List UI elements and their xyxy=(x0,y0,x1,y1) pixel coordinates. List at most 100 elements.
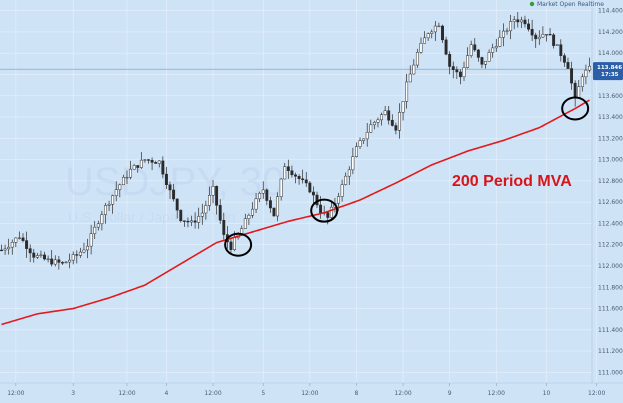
candle-body xyxy=(462,67,466,78)
time-tick-label: 12:00 xyxy=(488,390,505,397)
candle-body xyxy=(286,166,290,171)
candle xyxy=(139,152,143,169)
candle xyxy=(394,122,398,135)
candle xyxy=(437,22,441,28)
price-tick-label: 111.400 xyxy=(598,327,623,334)
candle-body xyxy=(64,261,68,264)
candle-body xyxy=(168,184,172,191)
candle xyxy=(369,119,373,133)
candle xyxy=(43,251,46,261)
candle xyxy=(530,19,534,42)
candle-body xyxy=(466,55,470,68)
candle xyxy=(82,242,86,254)
candle xyxy=(53,255,57,267)
candle xyxy=(398,103,401,139)
candle xyxy=(516,12,520,28)
candle xyxy=(509,14,513,40)
candle xyxy=(157,160,161,168)
price-tag-box xyxy=(593,62,623,81)
candle xyxy=(412,59,416,75)
candle xyxy=(247,213,251,226)
candle xyxy=(25,231,29,258)
candle-body xyxy=(562,55,566,63)
candle xyxy=(355,142,358,158)
candle xyxy=(261,181,265,199)
candle xyxy=(272,207,276,217)
candle-body xyxy=(448,53,452,67)
candle-body xyxy=(28,248,32,254)
candle xyxy=(505,27,509,35)
candle-body xyxy=(505,30,509,32)
candle xyxy=(541,26,545,39)
candle-body xyxy=(111,195,115,205)
candle-body xyxy=(419,42,423,53)
price-tick-label: 113.200 xyxy=(598,135,623,142)
candle xyxy=(200,203,204,225)
candle xyxy=(93,221,97,240)
candle xyxy=(78,247,82,258)
candle-body xyxy=(570,68,574,84)
candle xyxy=(258,191,262,203)
candle-body xyxy=(441,25,444,41)
candle-body xyxy=(355,146,358,157)
candle-body xyxy=(451,66,455,71)
candle-body xyxy=(254,198,258,210)
candle xyxy=(125,170,129,184)
candle xyxy=(559,39,563,62)
candle xyxy=(580,73,584,92)
status-text: Market Open Realtime xyxy=(537,1,604,8)
candle-body xyxy=(304,179,308,184)
price-tick-label: 112.000 xyxy=(598,263,623,270)
candle xyxy=(304,172,308,187)
candle xyxy=(455,66,459,80)
candle xyxy=(469,40,473,58)
candle-body xyxy=(372,122,376,126)
touch-highlights xyxy=(224,96,590,257)
candle-body xyxy=(125,176,129,179)
candle-body xyxy=(114,189,118,196)
candle-body xyxy=(405,81,409,102)
candle-body xyxy=(344,175,348,185)
candle-body xyxy=(537,36,541,40)
candle xyxy=(35,252,39,259)
candle-body xyxy=(337,196,340,204)
candle-body xyxy=(530,28,534,36)
candle xyxy=(527,18,530,32)
candle-body xyxy=(555,44,559,46)
candle-body xyxy=(362,138,366,141)
candle xyxy=(423,31,427,44)
candle xyxy=(562,53,566,67)
candle xyxy=(383,105,387,116)
candle xyxy=(50,250,54,267)
candle-body xyxy=(387,110,391,121)
candle-body xyxy=(588,65,591,71)
candle xyxy=(150,157,154,170)
price-tick-label: 111.000 xyxy=(598,369,623,376)
candle-body xyxy=(215,185,219,206)
candle-body xyxy=(401,101,405,113)
candle-body xyxy=(272,207,276,217)
candle xyxy=(86,238,89,259)
candle xyxy=(380,112,383,126)
symbol-watermark: USDJPY, 30 U.S. Dollar / Japanese Yen xyxy=(65,160,284,225)
time-tick-label: 12:00 xyxy=(204,390,221,397)
candle-body xyxy=(326,212,330,218)
candle-body xyxy=(469,44,473,56)
candle-body xyxy=(233,237,236,250)
candle xyxy=(566,57,570,69)
price-tick-label: 113.400 xyxy=(598,114,623,121)
candle xyxy=(365,123,369,147)
candle-body xyxy=(21,237,25,241)
candle-body xyxy=(129,168,133,178)
time-axis: 12:00 3 12:00 4 12:00 5 12:00 8 12:00 9 12:00 10 12:… xyxy=(7,383,605,397)
candle xyxy=(190,215,193,227)
candle xyxy=(537,30,541,45)
candle xyxy=(308,180,312,194)
candle-body xyxy=(35,255,39,258)
candle-body xyxy=(143,159,147,161)
touch-circle xyxy=(561,96,590,121)
candle-body xyxy=(261,189,265,194)
price-tick-label: 111.800 xyxy=(598,284,623,291)
candle xyxy=(208,186,211,211)
